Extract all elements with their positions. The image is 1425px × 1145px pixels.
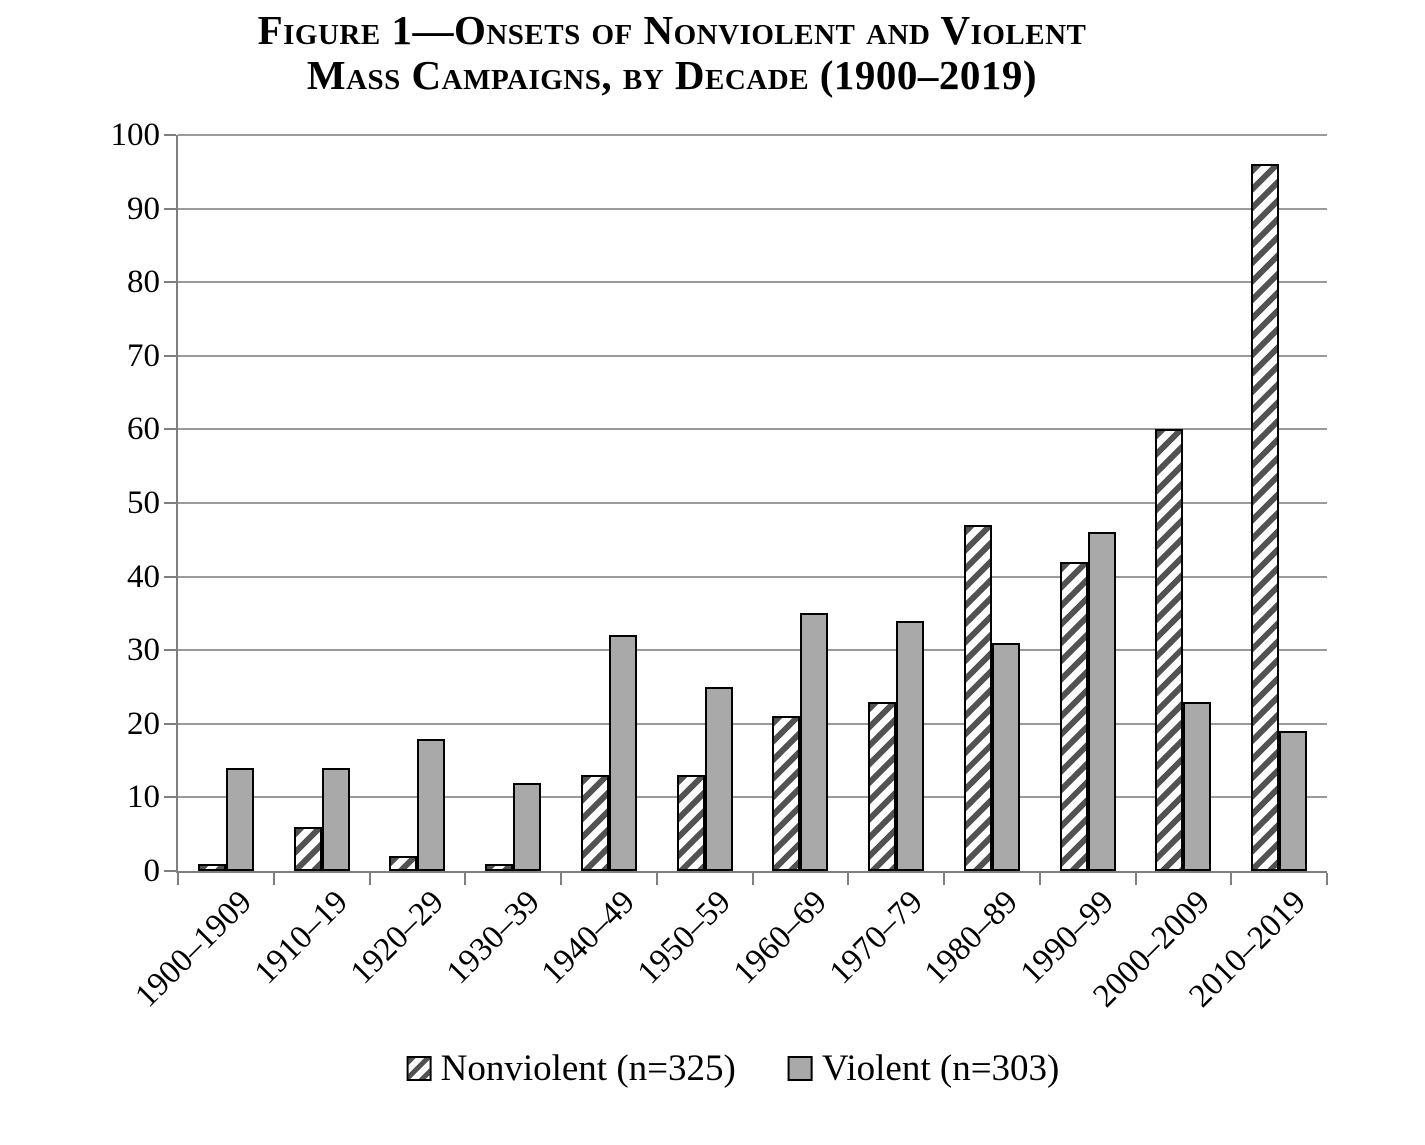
bar-nonviolent-2000-2009: [1155, 429, 1184, 871]
bar-nonviolent-1900-1909: [197, 863, 226, 871]
x-tick-10: [1134, 873, 1137, 885]
x-axis-label-1930-39: 1930–39: [439, 884, 547, 992]
gridline-50: [178, 502, 1327, 504]
y-axis-line: [176, 135, 178, 871]
y-axis-label-100: 100: [110, 117, 161, 153]
y-tick-20: [164, 722, 176, 725]
bar-nonviolent-2010-2019: [1251, 164, 1280, 871]
chart-title-line-2: Mass Campaigns, by Decade (1900–2019): [306, 52, 1038, 99]
x-tick-8: [943, 873, 945, 885]
gridline-30: [178, 649, 1327, 652]
bar-violent-1930-39: [513, 782, 542, 871]
gridline-10: [178, 796, 1327, 799]
y-axis-label-0: 0: [143, 853, 161, 889]
bar-violent-1970-79: [896, 620, 925, 871]
bar-nonviolent-1940-49: [580, 775, 609, 871]
y-tick-40: [164, 575, 176, 578]
bar-nonviolent-1910-19: [293, 826, 322, 871]
solid-swatch-icon: [787, 1056, 813, 1081]
bar-nonviolent-1950-59: [676, 775, 705, 871]
legend-entry-nonviolent: Nonviolent (n=325): [406, 1048, 736, 1089]
y-axis-label-80: 80: [127, 264, 160, 301]
bar-violent-1910-19: [321, 767, 350, 871]
y-tick-100: [164, 134, 176, 136]
y-tick-90: [164, 207, 176, 210]
x-axis-label-1910-19: 1910–19: [247, 884, 356, 992]
x-tick-1: [272, 873, 275, 885]
y-tick-50: [164, 502, 176, 504]
gridline-60: [178, 428, 1327, 431]
bar-violent-1960-69: [800, 613, 829, 871]
bar-violent-2010-2019: [1279, 731, 1308, 871]
legend-entry-violent: Violent (n=303): [787, 1048, 1060, 1089]
bar-violent-1920-29: [417, 738, 446, 871]
y-axis-label-50: 50: [127, 485, 160, 521]
legend-label-violent: Violent (n=303): [821, 1048, 1060, 1089]
y-axis-label-30: 30: [127, 632, 160, 669]
x-axis-label-1920-29: 1920–29: [343, 884, 451, 992]
bar-nonviolent-1930-39: [485, 863, 514, 871]
y-tick-70: [164, 354, 176, 357]
y-axis-label-70: 70: [127, 337, 160, 374]
y-axis-label-90: 90: [127, 190, 160, 227]
gridline-90: [178, 207, 1327, 210]
x-axis-label-1980-89: 1980–89: [918, 884, 1026, 992]
hatched-swatch-icon: [406, 1056, 432, 1081]
bar-nonviolent-1980-89: [963, 525, 992, 871]
x-tick-11: [1230, 873, 1233, 885]
bar-violent-1940-49: [608, 635, 637, 871]
y-axis-label-20: 20: [127, 705, 160, 742]
bar-nonviolent-1960-69: [772, 716, 801, 871]
y-axis-label-60: 60: [127, 411, 160, 448]
y-tick-30: [164, 649, 176, 652]
x-tick-9: [1038, 873, 1041, 885]
bar-nonviolent-1990-99: [1059, 561, 1088, 871]
y-tick-0: [164, 870, 176, 872]
bar-nonviolent-1920-29: [389, 856, 418, 871]
bar-violent-1900-1909: [225, 767, 254, 871]
gridline-40: [178, 575, 1327, 578]
x-tick-4: [560, 873, 562, 885]
y-axis-label-10: 10: [127, 779, 160, 816]
x-axis-label-1970-79: 1970–79: [822, 884, 930, 992]
y-tick-60: [164, 428, 176, 431]
bar-violent-1950-59: [704, 687, 733, 871]
x-axis-label-1900-1909: 1900–1909: [128, 884, 260, 1015]
x-tick-0: [177, 873, 179, 885]
y-tick-80: [164, 281, 176, 284]
gridline-100: [178, 134, 1327, 136]
x-tick-7: [847, 873, 850, 885]
x-tick-2: [368, 873, 371, 885]
x-axis-label-1960-69: 1960–69: [726, 884, 834, 992]
x-axis-label-1950-59: 1950–59: [630, 884, 739, 992]
legend: Nonviolent (n=325) Violent (n=303): [406, 1048, 1060, 1089]
gridline-70: [178, 354, 1327, 357]
legend-label-nonviolent: Nonviolent (n=325): [440, 1048, 736, 1089]
bar-violent-1980-89: [991, 642, 1020, 871]
bar-violent-2000-2009: [1183, 701, 1212, 871]
gridline-80: [178, 281, 1327, 284]
chart-title: Figure 1—Onsets of Nonviolent and Violen…: [257, 7, 1087, 99]
plot-area: [164, 134, 1328, 885]
x-tick-6: [751, 873, 754, 885]
x-tick-12: [1326, 873, 1328, 885]
x-axis-label-1940-49: 1940–49: [535, 884, 643, 992]
bar-violent-1990-99: [1087, 532, 1116, 871]
x-tick-3: [464, 873, 467, 885]
y-axis-label-40: 40: [127, 558, 160, 595]
gridline-20: [178, 722, 1327, 725]
chart-title-line-1: Figure 1—Onsets of Nonviolent and Violen…: [257, 7, 1087, 53]
x-tick-5: [655, 873, 658, 885]
y-tick-10: [164, 796, 176, 799]
x-axis-line: [176, 871, 1327, 873]
bar-nonviolent-1970-79: [868, 701, 897, 871]
